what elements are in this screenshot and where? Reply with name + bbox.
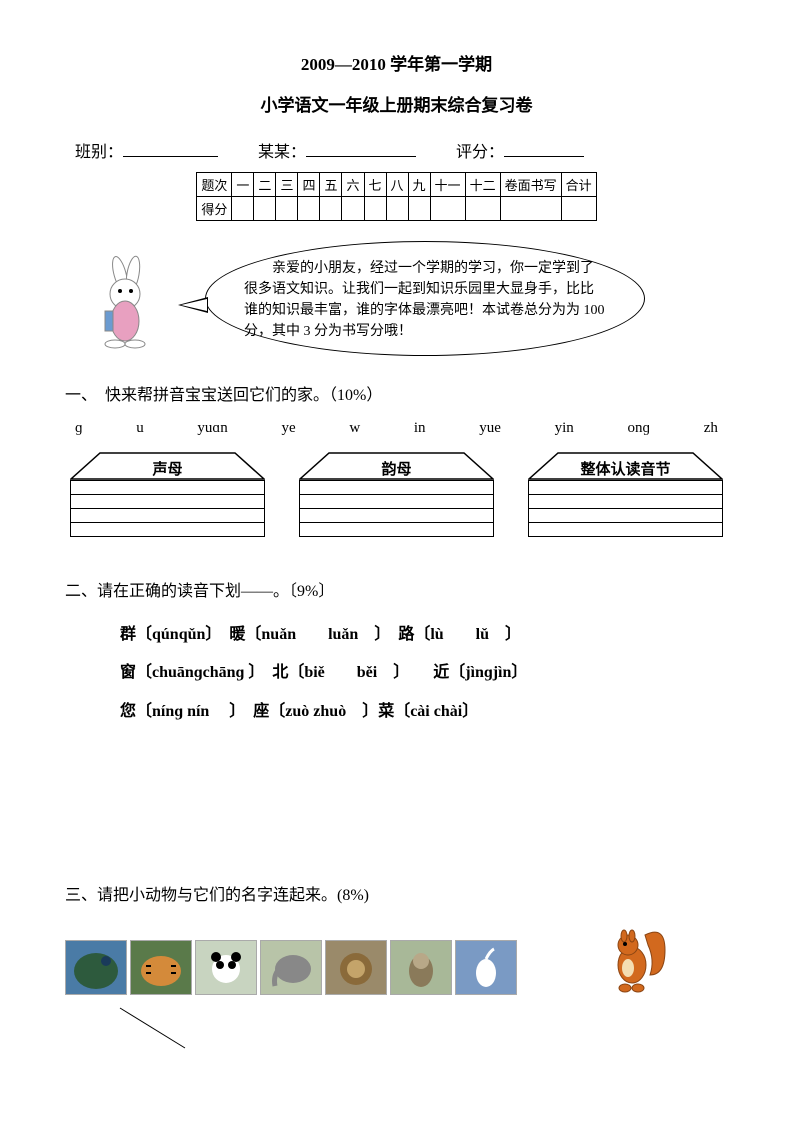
question-3: 三、请把小动物与它们的名字连起来。(8%)	[65, 881, 728, 1058]
q2-line-1: 群〔qúnqǔn〕 暖〔nuǎn luǎn 〕 路〔lù lǔ 〕	[120, 616, 728, 654]
score-cell[interactable]	[386, 197, 408, 221]
col-7: 七	[364, 173, 386, 197]
score-label: 评分：	[456, 138, 504, 162]
pinyin-item: zh	[704, 420, 718, 437]
paper-title: 小学语文一年级上册期末综合复习卷	[65, 91, 728, 116]
score-field: 评分：	[456, 138, 584, 162]
house-label: 整体认读音节	[528, 458, 723, 479]
student-info-line: 班别： 某某： 评分：	[65, 138, 728, 162]
score-table-header-row: 题次 一 二 三 四 五 六 七 八 九 十一 十二 卷面书写 合计	[197, 173, 596, 197]
q2-title: 二、请在正确的读音下划——。〔9%〕	[65, 577, 728, 601]
pinyin-item: yin	[555, 420, 574, 437]
class-label: 班别：	[75, 138, 123, 162]
col-12: 十二	[465, 173, 500, 197]
pinyin-item: ye	[281, 420, 295, 437]
q2-line-3: 您〔nínɡ nín 〕 座〔zuò zhuò 〕菜〔cài chài〕	[120, 693, 728, 731]
score-cell[interactable]	[465, 197, 500, 221]
question-2: 二、请在正确的读音下划——。〔9%〕 群〔qúnqǔn〕 暖〔nuǎn luǎn…	[65, 577, 728, 731]
speech-tail-icon	[178, 297, 208, 313]
house-label: 韵母	[299, 458, 494, 479]
score-cell[interactable]	[276, 197, 298, 221]
house-shengmu: 声母	[70, 452, 265, 537]
col-3: 三	[276, 173, 298, 197]
col-9: 九	[408, 173, 430, 197]
pinyin-list: ɡ u yuɑn ye w in yue yin onɡ zh	[65, 420, 728, 452]
col-4: 四	[298, 173, 320, 197]
house-zhengti: 整体认读音节	[528, 452, 723, 537]
pinyin-item: ɡ	[75, 420, 83, 437]
score-cell[interactable]	[298, 197, 320, 221]
animal-panda-icon[interactable]	[195, 940, 257, 995]
houses-row: 声母 韵母 整体认读音节	[65, 452, 728, 537]
animal-squirrel-icon[interactable]	[600, 920, 670, 995]
pinyin-item: onɡ	[628, 420, 651, 437]
house-body[interactable]	[299, 480, 494, 537]
house-body[interactable]	[70, 480, 265, 537]
score-cell[interactable]	[561, 197, 596, 221]
pinyin-item: u	[136, 420, 144, 437]
col-5: 五	[320, 173, 342, 197]
name-blank[interactable]	[306, 139, 416, 157]
class-blank[interactable]	[123, 139, 218, 157]
semester-title: 2009—2010 学年第一学期	[65, 50, 728, 75]
score-table: 题次 一 二 三 四 五 六 七 八 九 十一 十二 卷面书写 合计 得分	[196, 172, 596, 221]
score-cell[interactable]	[430, 197, 465, 221]
animal-tiger-icon[interactable]	[130, 940, 192, 995]
house-label: 声母	[70, 458, 265, 479]
score-cell[interactable]	[500, 197, 561, 221]
col-6: 六	[342, 173, 364, 197]
score-cell[interactable]	[254, 197, 276, 221]
animal-lion-icon[interactable]	[325, 940, 387, 995]
q2-line-2: 窗〔chuānɡchānɡ 〕 北〔biě běi 〕 近〔jìnɡjìn〕	[120, 654, 728, 692]
class-field: 班别：	[75, 138, 218, 162]
col-handwriting: 卷面书写	[500, 173, 561, 197]
score-cell[interactable]	[320, 197, 342, 221]
pinyin-item: yue	[479, 420, 501, 437]
score-cell[interactable]	[364, 197, 386, 221]
col-11: 十一	[430, 173, 465, 197]
score-blank[interactable]	[504, 139, 584, 157]
pinyin-item: w	[349, 420, 360, 437]
house-body[interactable]	[528, 480, 723, 537]
q2-content: 群〔qúnqǔn〕 暖〔nuǎn luǎn 〕 路〔lù lǔ 〕 窗〔chuā…	[65, 616, 728, 731]
row-head-1: 题次	[197, 173, 232, 197]
pinyin-item: in	[414, 420, 426, 437]
animals-row	[65, 920, 728, 995]
col-1: 一	[232, 173, 254, 197]
animal-monkey-icon[interactable]	[390, 940, 452, 995]
score-cell[interactable]	[408, 197, 430, 221]
col-8: 八	[386, 173, 408, 197]
col-total: 合计	[561, 173, 596, 197]
score-cell[interactable]	[232, 197, 254, 221]
score-table-score-row: 得分	[197, 197, 596, 221]
animal-peacock-icon[interactable]	[65, 940, 127, 995]
q1-title: 一、 快来帮拼音宝宝送回它们的家。（10%）	[65, 381, 728, 405]
bunny-illustration	[75, 249, 175, 349]
name-label: 某某：	[258, 138, 306, 162]
animal-crane-icon[interactable]	[455, 940, 517, 995]
q3-title: 三、请把小动物与它们的名字连起来。(8%)	[65, 881, 728, 905]
speech-bubble: 亲爱的小朋友，经过一个学期的学习，你一定学到了很多语文知识。让我们一起到知识乐园…	[205, 241, 645, 356]
house-yunmu: 韵母	[299, 452, 494, 537]
pinyin-item: yuɑn	[197, 420, 227, 437]
question-1: 一、 快来帮拼音宝宝送回它们的家。（10%） ɡ u yuɑn ye w in …	[65, 381, 728, 537]
speech-text: 亲爱的小朋友，经过一个学期的学习，你一定学到了很多语文知识。让我们一起到知识乐园…	[244, 261, 605, 339]
match-line	[65, 1003, 728, 1058]
score-cell[interactable]	[342, 197, 364, 221]
row-head-2: 得分	[197, 197, 232, 221]
animal-elephant-icon[interactable]	[260, 940, 322, 995]
name-field: 某某：	[258, 138, 416, 162]
intro-row: 亲爱的小朋友，经过一个学期的学习，你一定学到了很多语文知识。让我们一起到知识乐园…	[65, 241, 728, 356]
col-2: 二	[254, 173, 276, 197]
